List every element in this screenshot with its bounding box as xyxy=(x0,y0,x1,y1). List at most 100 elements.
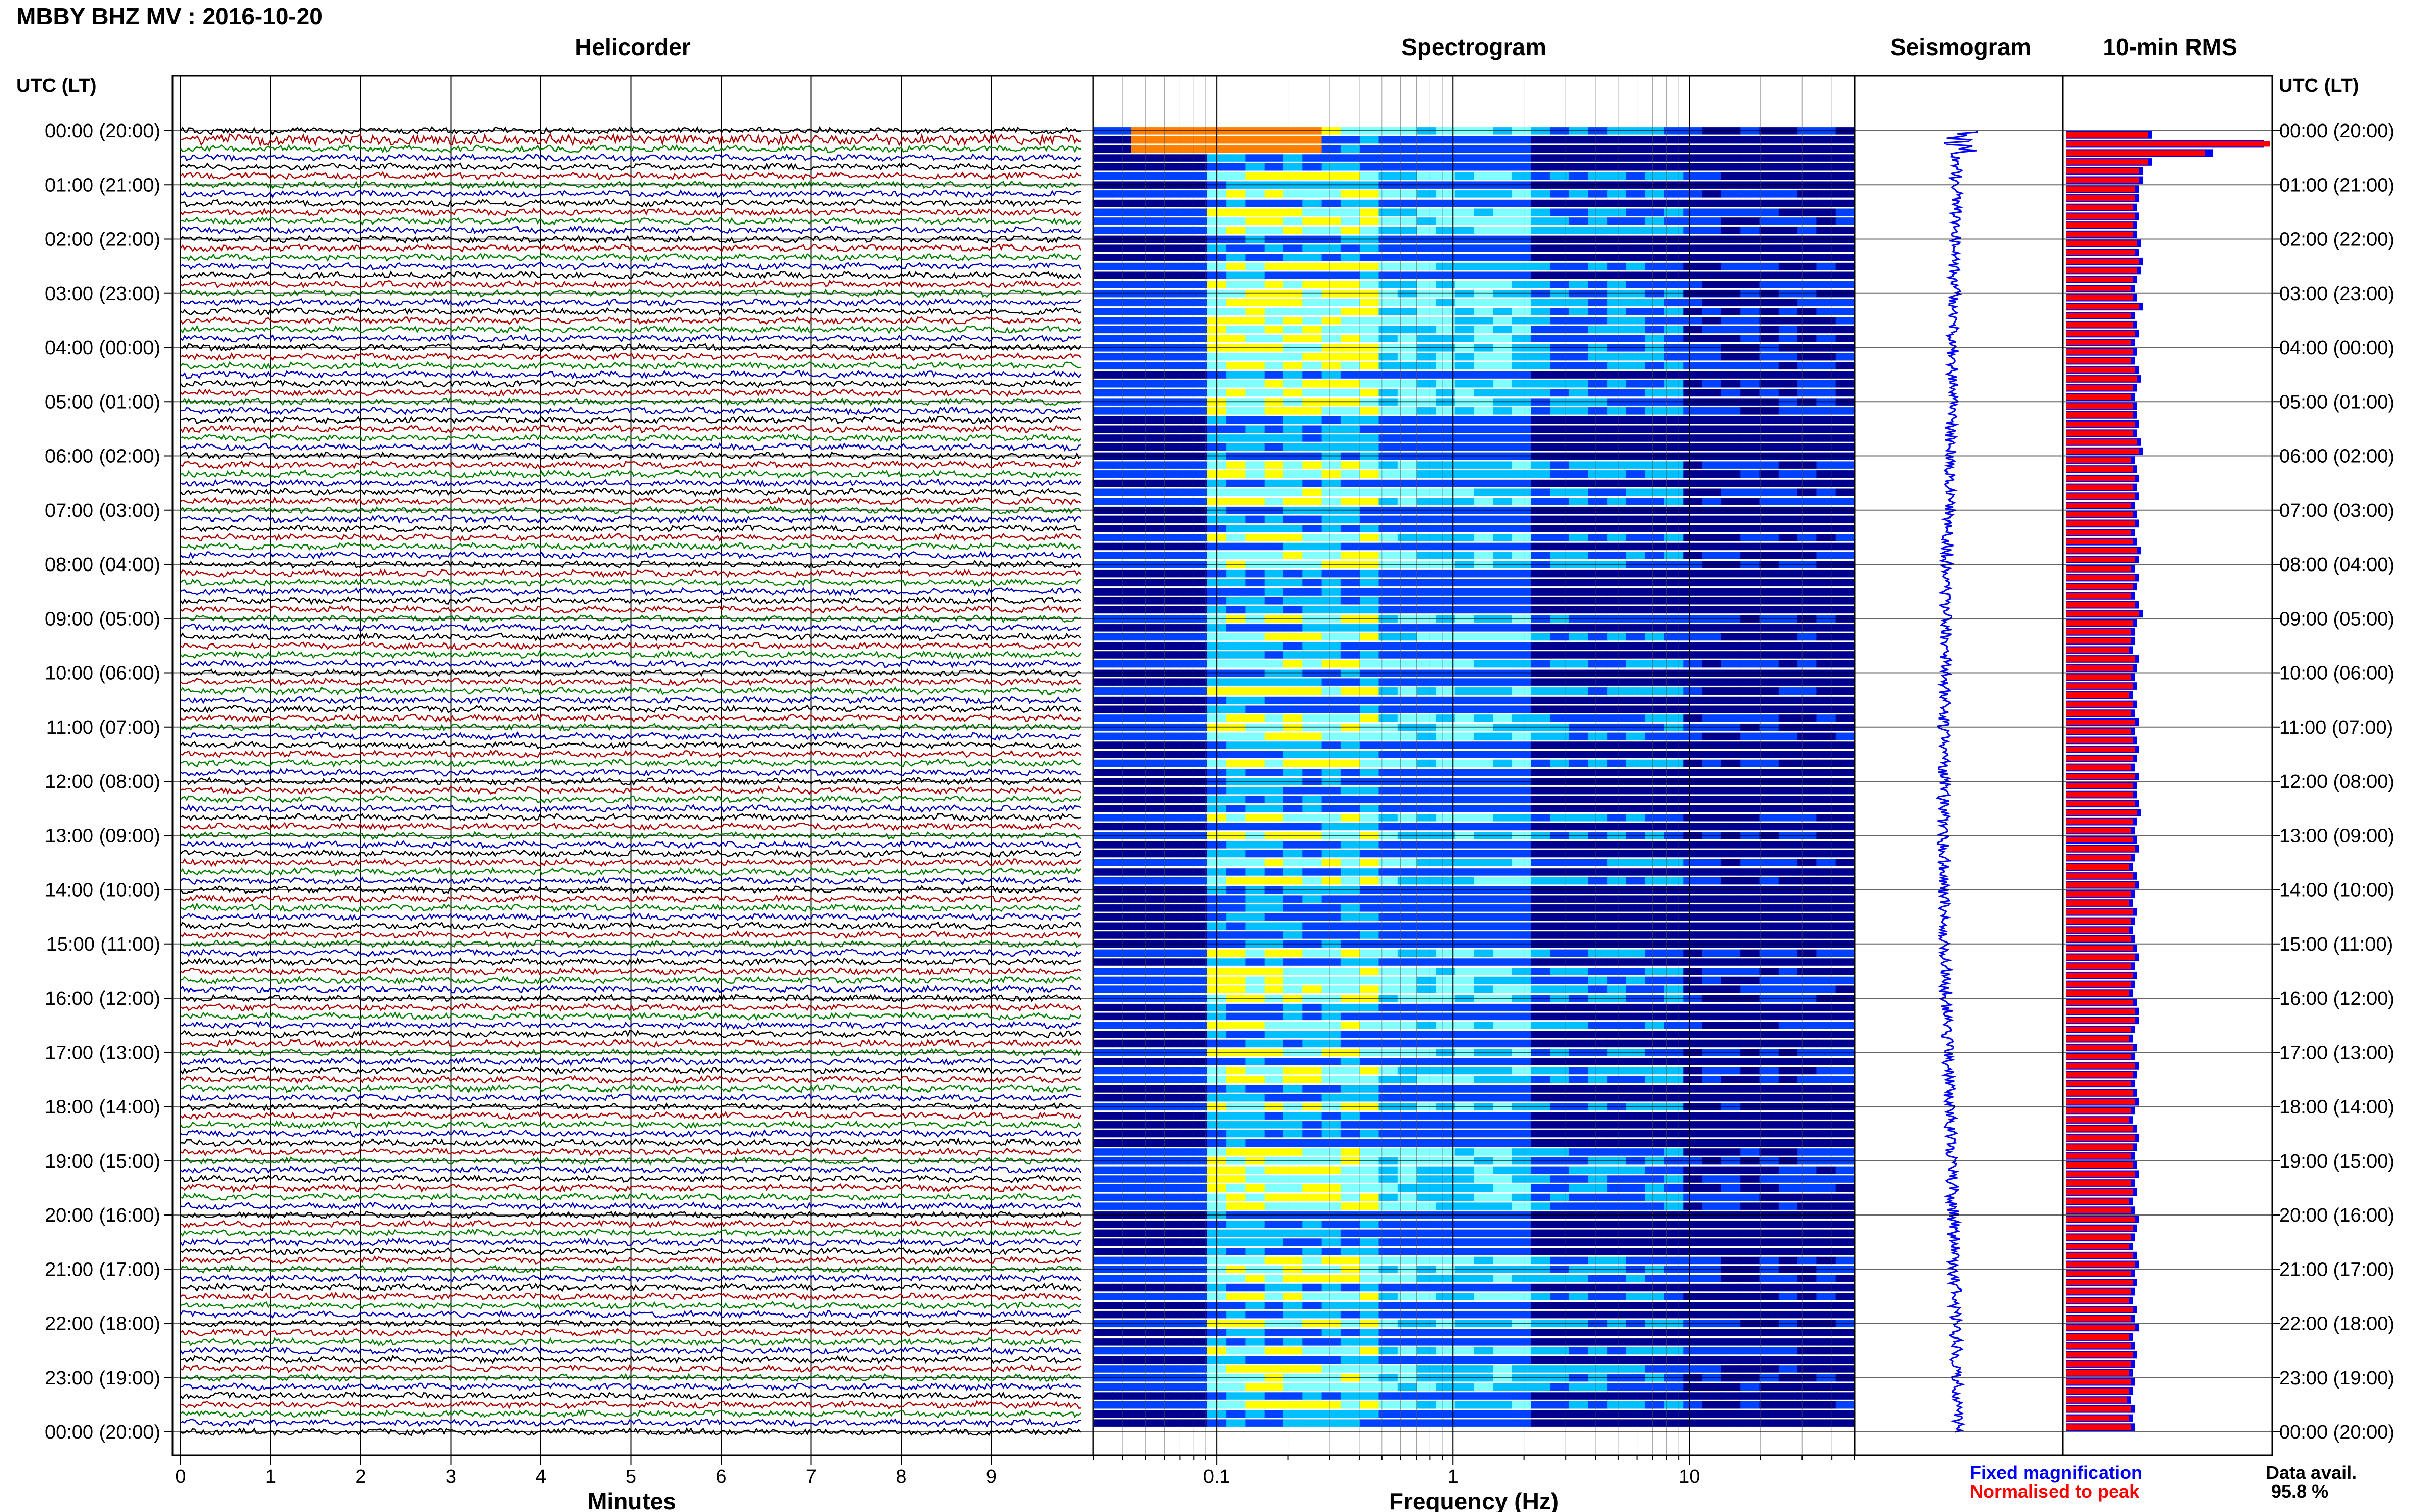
spectrogram-cell xyxy=(1683,751,1703,758)
spectrogram-cell xyxy=(1531,660,1550,668)
spectrogram-cell xyxy=(1150,1175,1170,1183)
spectrogram-cell xyxy=(1417,1121,1436,1129)
spectrogram-cell xyxy=(1588,786,1608,795)
spectrogram-cell xyxy=(1740,1184,1760,1192)
spectrogram-cell xyxy=(1397,1193,1417,1201)
spectrogram-cell xyxy=(1721,217,1741,225)
spectrogram-cell xyxy=(1607,217,1626,225)
spectrogram-cell xyxy=(1569,534,1589,541)
spectrogram-cell xyxy=(1397,1166,1417,1174)
spectrogram-cell xyxy=(1512,949,1532,957)
spectrogram-cell xyxy=(1112,985,1132,993)
spectrogram-cell xyxy=(1626,859,1646,866)
spectrogram-cell xyxy=(1683,1085,1703,1093)
spectrogram-cell xyxy=(1302,515,1322,524)
spectrogram-cell xyxy=(1169,1067,1189,1075)
spectrogram-cell xyxy=(1797,588,1817,596)
spectrogram-cell xyxy=(1131,588,1151,596)
spectrogram-cell xyxy=(1378,353,1398,361)
spectrogram-cell xyxy=(1454,741,1474,749)
spectrogram-cell xyxy=(1607,154,1626,162)
spectrogram-cell xyxy=(1683,479,1703,487)
spectrogram-cell xyxy=(1131,651,1151,659)
spectrogram-cell xyxy=(1797,136,1817,144)
spectrogram-cell xyxy=(1169,163,1189,171)
spectrogram-cell xyxy=(1512,904,1532,912)
spectrogram-cell xyxy=(1093,1112,1113,1120)
helicorder-trace xyxy=(180,659,1081,669)
spectrogram-cell xyxy=(1512,389,1532,397)
spectrogram-cell xyxy=(1112,642,1132,650)
spectrogram-cell xyxy=(1550,498,1570,505)
spectrogram-cell xyxy=(1417,1175,1436,1183)
spectrogram-cell xyxy=(1512,1003,1532,1011)
spectrogram-cell xyxy=(1360,208,1379,216)
spectrogram-cell xyxy=(1321,425,1341,433)
spectrogram-cell xyxy=(1797,651,1817,659)
spectrogram-cell xyxy=(1360,687,1379,695)
spectrogram-cell xyxy=(1721,949,1741,957)
spectrogram-cell xyxy=(1664,579,1684,587)
spectrogram-cell xyxy=(1245,931,1265,939)
spectrogram-cell xyxy=(1188,461,1208,469)
spectrogram-cell xyxy=(1512,1031,1532,1038)
spectrogram-cell xyxy=(1683,985,1703,993)
spectrogram-cell xyxy=(1131,687,1151,695)
spectrogram-cell xyxy=(1835,172,1855,180)
spectrogram-cell xyxy=(1321,1094,1341,1102)
spectrogram-cell xyxy=(1417,479,1436,487)
spectrogram-cell xyxy=(1493,931,1513,939)
spectrogram-cell xyxy=(1378,1130,1398,1138)
spectrogram-cell xyxy=(1816,515,1836,524)
spectrogram-cell xyxy=(1340,217,1360,225)
spectrogram-cell xyxy=(1588,985,1608,993)
spectrogram-cell xyxy=(1283,1094,1303,1102)
spectrogram-cell xyxy=(1645,796,1665,804)
spectrogram-cell xyxy=(1226,949,1246,957)
spectrogram-cell xyxy=(1454,651,1474,659)
spectrogram-cell xyxy=(1683,814,1703,822)
spectrogram-cell xyxy=(1702,208,1722,216)
spectrogram-cell xyxy=(1169,569,1189,578)
spectrogram-cell xyxy=(1588,569,1608,578)
helicorder-trace xyxy=(180,1201,1082,1210)
spectrogram-cell xyxy=(1093,705,1113,713)
spectrogram-cell xyxy=(1664,190,1684,198)
spectrogram-cell xyxy=(1607,362,1626,370)
spectrogram-cell xyxy=(1588,759,1608,767)
spectrogram-cell xyxy=(1226,470,1246,478)
spectrogram-cell xyxy=(1759,569,1779,578)
spectrogram-cell xyxy=(1778,461,1798,469)
spectrogram-cell xyxy=(1436,751,1455,758)
spectrogram-cell xyxy=(1759,696,1779,704)
spectrogram-cell xyxy=(1626,895,1646,903)
spectrogram-cell xyxy=(1454,326,1474,334)
spectrogram-cell xyxy=(1512,968,1532,975)
spectrogram-cell xyxy=(1512,542,1532,551)
spectrogram-cell xyxy=(1436,479,1455,487)
spectrogram-cell xyxy=(1816,226,1836,234)
spectrogram-cell xyxy=(1816,1148,1836,1156)
spectrogram-cell xyxy=(1417,651,1436,659)
spectrogram-cell xyxy=(1436,949,1455,957)
spectrogram-cell xyxy=(1474,190,1493,198)
spectrogram-cell xyxy=(1112,1085,1132,1093)
spectrogram-cell xyxy=(1340,479,1360,487)
spectrogram-cell xyxy=(1454,769,1474,776)
spectrogram-cell xyxy=(1093,1031,1113,1038)
spectrogram-cell xyxy=(1150,1202,1170,1210)
spectrogram-cell xyxy=(1816,660,1836,668)
spectrogram-cell xyxy=(1835,443,1855,451)
spectrogram-cell xyxy=(1550,624,1570,632)
spectrogram-cell xyxy=(1436,353,1455,361)
spectrogram-cell xyxy=(1321,335,1341,342)
spectrogram-cell xyxy=(1645,696,1665,704)
spectrogram-cell xyxy=(1474,931,1493,939)
spectrogram-cell xyxy=(1759,895,1779,903)
spectrogram-cell xyxy=(1169,868,1189,876)
spectrogram-cell xyxy=(1321,172,1341,180)
spectrogram-cell xyxy=(1093,208,1113,216)
spectrogram-cell xyxy=(1493,1184,1513,1192)
spectrogram-cell xyxy=(1531,1067,1550,1075)
spectrogram-cell xyxy=(1550,786,1570,795)
